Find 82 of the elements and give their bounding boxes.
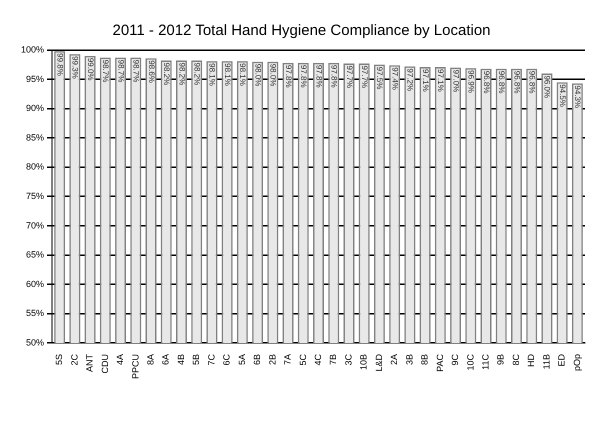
y-tick-label: 60% bbox=[26, 278, 44, 289]
y-tick-label: 55% bbox=[26, 308, 44, 318]
x-tick-label: ED bbox=[556, 354, 567, 367]
x-tick-label: PAC bbox=[434, 354, 445, 372]
x-tick-label: 2C bbox=[69, 354, 80, 366]
data-label: 97.8% bbox=[284, 64, 293, 88]
x-tick-label: 5B bbox=[191, 354, 202, 366]
y-tick-label: 85% bbox=[26, 132, 44, 142]
x-tick-label: 7B bbox=[328, 354, 338, 366]
x-tick-label: 6B bbox=[252, 354, 262, 366]
data-label: 98.7% bbox=[116, 60, 126, 82]
data-label: 96.0% bbox=[542, 75, 552, 98]
data-label: 98.0% bbox=[253, 64, 262, 86]
x-tick-label: 9B bbox=[496, 354, 506, 366]
y-tick-label: 70% bbox=[26, 220, 44, 230]
data-label: 98.1% bbox=[238, 63, 248, 86]
x-tick-label: 5C bbox=[298, 354, 308, 366]
x-tick-label: 8B bbox=[420, 354, 430, 366]
x-tick-label: 8C bbox=[510, 354, 521, 366]
data-label: 96.8% bbox=[512, 70, 522, 94]
y-tick-label: 50% bbox=[26, 337, 44, 348]
data-label: 98.0% bbox=[268, 64, 278, 86]
x-tick-label: CDU bbox=[100, 354, 110, 374]
x-tick-label: 9C bbox=[450, 354, 460, 366]
y-tick-label: 75% bbox=[26, 190, 44, 201]
y-tick-label: 100% bbox=[20, 44, 44, 54]
data-label: 99.8% bbox=[55, 53, 64, 76]
x-tick-label: 7A bbox=[282, 354, 293, 366]
x-tick-label: 6A bbox=[160, 354, 171, 366]
data-label: 94.5% bbox=[558, 84, 567, 107]
data-label: 97.8% bbox=[314, 64, 324, 88]
data-label: 96.8% bbox=[482, 70, 491, 94]
x-tick-label: 10B bbox=[358, 354, 369, 370]
data-label: 98.2% bbox=[177, 62, 186, 86]
data-label: 97.8% bbox=[299, 64, 308, 88]
data-label: 99.0% bbox=[86, 58, 95, 81]
x-tick-label: 3B bbox=[404, 354, 414, 366]
data-label: 97.0% bbox=[451, 70, 460, 92]
x-tick-label: 11C bbox=[480, 353, 490, 370]
data-label: 97.4% bbox=[390, 67, 400, 90]
data-label: 97.7% bbox=[344, 65, 354, 88]
x-tick-label: 10C bbox=[465, 354, 476, 371]
x-tick-label: ANT bbox=[84, 353, 95, 372]
data-label: 96.8% bbox=[497, 70, 506, 94]
data-label: 97.1% bbox=[420, 68, 430, 92]
x-tick-label: 5S bbox=[54, 354, 64, 366]
x-tick-label: L&D bbox=[374, 354, 384, 372]
data-label: 98.1% bbox=[222, 63, 232, 86]
data-label: 97.5% bbox=[375, 66, 384, 90]
x-tick-label: 7C bbox=[206, 354, 216, 366]
data-label: 98.2% bbox=[192, 62, 202, 86]
x-tick-label: pOp bbox=[572, 354, 582, 372]
data-label: 97.8% bbox=[330, 64, 339, 88]
x-tick-label: 4C bbox=[312, 354, 323, 366]
x-tick-label: 11B bbox=[541, 354, 552, 370]
x-tick-label: HD bbox=[526, 353, 536, 367]
x-tick-label: 8A bbox=[145, 354, 156, 366]
x-tick-label: 4B bbox=[176, 354, 186, 366]
y-tick-label: 90% bbox=[26, 103, 44, 114]
x-tick-label: 2B bbox=[267, 354, 278, 366]
chart-title: 2011 - 2012 Total Hand Hygiene Compliance by Location bbox=[112, 22, 491, 40]
x-tick-label: 6C bbox=[222, 354, 232, 366]
x-tick-label: PPCU bbox=[130, 354, 140, 380]
data-label: 98.6% bbox=[146, 60, 156, 83]
data-label: 99.3% bbox=[70, 56, 80, 79]
data-label: 98.1% bbox=[208, 63, 217, 86]
x-tick-label: 4A bbox=[115, 354, 126, 366]
y-tick-label: 95% bbox=[26, 74, 44, 84]
data-label: 98.7% bbox=[132, 60, 141, 82]
x-tick-label: 3C bbox=[343, 354, 354, 366]
data-label: 97.2% bbox=[406, 68, 415, 92]
data-label: 96.9% bbox=[466, 70, 476, 93]
data-label: 97.7% bbox=[360, 65, 369, 88]
data-label: 98.7% bbox=[101, 60, 110, 82]
data-label: 94.3% bbox=[573, 85, 582, 108]
x-tick-label: 2A bbox=[389, 354, 400, 366]
y-tick-label: 80% bbox=[26, 162, 44, 172]
data-label: 97.1% bbox=[436, 68, 446, 92]
y-tick-label: 65% bbox=[26, 250, 44, 260]
data-label: 96.8% bbox=[528, 70, 536, 94]
data-label: 98.2% bbox=[162, 62, 172, 86]
x-tick-label: 5A bbox=[236, 354, 247, 366]
